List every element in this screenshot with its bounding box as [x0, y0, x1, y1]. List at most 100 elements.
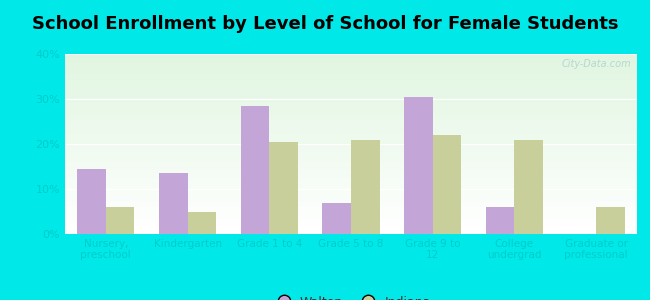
Bar: [65, 64, 637, 65]
Bar: [65, 99, 637, 100]
Bar: [65, 224, 637, 225]
Bar: [65, 98, 637, 99]
Bar: [65, 158, 637, 159]
Bar: [65, 117, 637, 118]
Bar: [65, 169, 637, 170]
Bar: [65, 196, 637, 197]
Bar: [65, 202, 637, 203]
Bar: [65, 125, 637, 126]
Bar: [65, 126, 637, 127]
Bar: [65, 81, 637, 82]
Bar: [65, 75, 637, 76]
Bar: [65, 90, 637, 91]
Bar: [65, 83, 637, 84]
Bar: [65, 232, 637, 233]
Bar: [65, 74, 637, 75]
Bar: [65, 174, 637, 175]
Bar: [65, 177, 637, 178]
Bar: [65, 149, 637, 150]
Bar: [65, 157, 637, 158]
Bar: [65, 223, 637, 224]
Bar: [65, 147, 637, 148]
Bar: [65, 195, 637, 196]
Bar: [65, 112, 637, 113]
Bar: [65, 63, 637, 64]
Bar: [65, 219, 637, 220]
Bar: [65, 214, 637, 215]
Bar: [65, 86, 637, 87]
Bar: [65, 105, 637, 106]
Bar: [65, 229, 637, 230]
Bar: [65, 91, 637, 92]
Bar: [65, 119, 637, 120]
Bar: [65, 139, 637, 140]
Bar: [65, 171, 637, 172]
Bar: [65, 184, 637, 185]
Bar: [65, 137, 637, 138]
Bar: [65, 100, 637, 101]
Bar: [65, 55, 637, 56]
Bar: [65, 69, 637, 70]
Bar: [159, 173, 188, 234]
Bar: [65, 59, 637, 60]
Bar: [65, 193, 637, 194]
Text: City-Data.com: City-Data.com: [562, 59, 631, 69]
Bar: [65, 57, 637, 58]
Bar: [65, 92, 637, 93]
Bar: [65, 170, 637, 171]
Bar: [65, 143, 637, 144]
Bar: [65, 80, 637, 81]
Bar: [65, 228, 637, 229]
Bar: [65, 180, 637, 181]
Bar: [65, 202, 637, 203]
Bar: [65, 106, 637, 107]
Bar: [65, 188, 637, 189]
Bar: [65, 150, 637, 151]
Bar: [65, 146, 637, 147]
Bar: [65, 128, 637, 129]
Bar: [65, 156, 637, 157]
Bar: [433, 135, 462, 234]
Bar: [65, 192, 637, 193]
Bar: [65, 82, 637, 83]
Bar: [65, 87, 637, 88]
Bar: [65, 165, 637, 166]
Bar: [65, 70, 637, 71]
Bar: [65, 104, 637, 105]
Bar: [65, 102, 637, 103]
Bar: [65, 168, 637, 169]
Bar: [65, 220, 637, 221]
Bar: [65, 136, 637, 137]
Bar: [65, 151, 637, 152]
Bar: [65, 93, 637, 94]
Bar: [65, 134, 637, 135]
Bar: [65, 230, 637, 231]
Bar: [65, 77, 637, 78]
Bar: [77, 169, 106, 234]
Bar: [65, 203, 637, 204]
Bar: [65, 141, 637, 142]
Bar: [65, 204, 637, 205]
Text: School Enrollment by Level of School for Female Students: School Enrollment by Level of School for…: [32, 15, 618, 33]
Bar: [65, 122, 637, 123]
Bar: [351, 140, 380, 234]
Bar: [65, 138, 637, 139]
Bar: [65, 206, 637, 207]
Bar: [65, 113, 637, 114]
Bar: [65, 161, 637, 162]
Bar: [65, 231, 637, 232]
Bar: [65, 185, 637, 186]
Bar: [65, 154, 637, 155]
Bar: [65, 79, 637, 80]
Bar: [65, 208, 637, 209]
Bar: [65, 58, 637, 59]
Bar: [322, 202, 351, 234]
Bar: [65, 100, 637, 101]
Bar: [65, 111, 637, 112]
Bar: [65, 216, 637, 217]
Bar: [65, 197, 637, 198]
Bar: [404, 97, 433, 234]
Bar: [65, 182, 637, 183]
Bar: [65, 135, 637, 136]
Bar: [65, 207, 637, 208]
